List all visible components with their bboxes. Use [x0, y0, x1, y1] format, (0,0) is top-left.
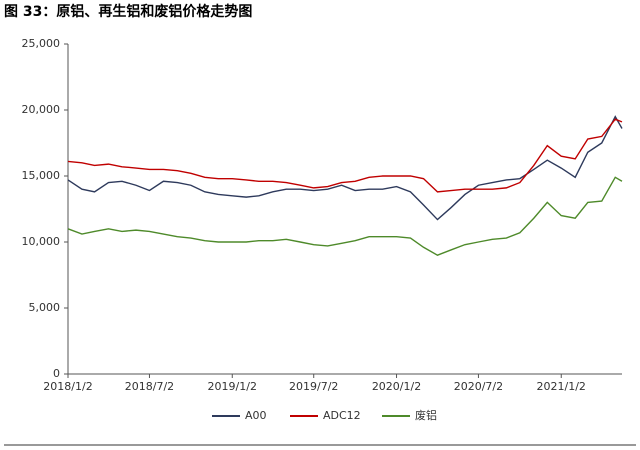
y-tick-label: 25,000 — [22, 37, 61, 50]
x-tick-label: 2020/7/2 — [454, 380, 503, 393]
x-tick-label: 2018/7/2 — [125, 380, 174, 393]
x-tick-label: 2018/1/2 — [43, 380, 92, 393]
legend-label: 废铝 — [415, 408, 437, 422]
series-line — [67, 115, 623, 221]
chart-title: 图 33：原铝、再生铝和废铝价格走势图 — [4, 3, 252, 20]
y-tick-label: 10,000 — [22, 235, 61, 248]
series-line — [67, 118, 623, 193]
y-tick-label: 20,000 — [22, 103, 61, 116]
x-tick-label: 2021/1/2 — [537, 380, 586, 393]
legend-label: ADC12 — [323, 409, 361, 422]
series-line — [67, 176, 623, 256]
x-tick-label: 2020/1/2 — [372, 380, 421, 393]
x-tick-label: 2019/1/2 — [208, 380, 257, 393]
x-tick-label: 2019/7/2 — [289, 380, 338, 393]
y-tick-label: 15,000 — [22, 169, 61, 182]
y-tick-label: 5,000 — [29, 301, 61, 314]
y-tick-label: 0 — [53, 367, 60, 380]
legend-label: A00 — [245, 409, 267, 422]
